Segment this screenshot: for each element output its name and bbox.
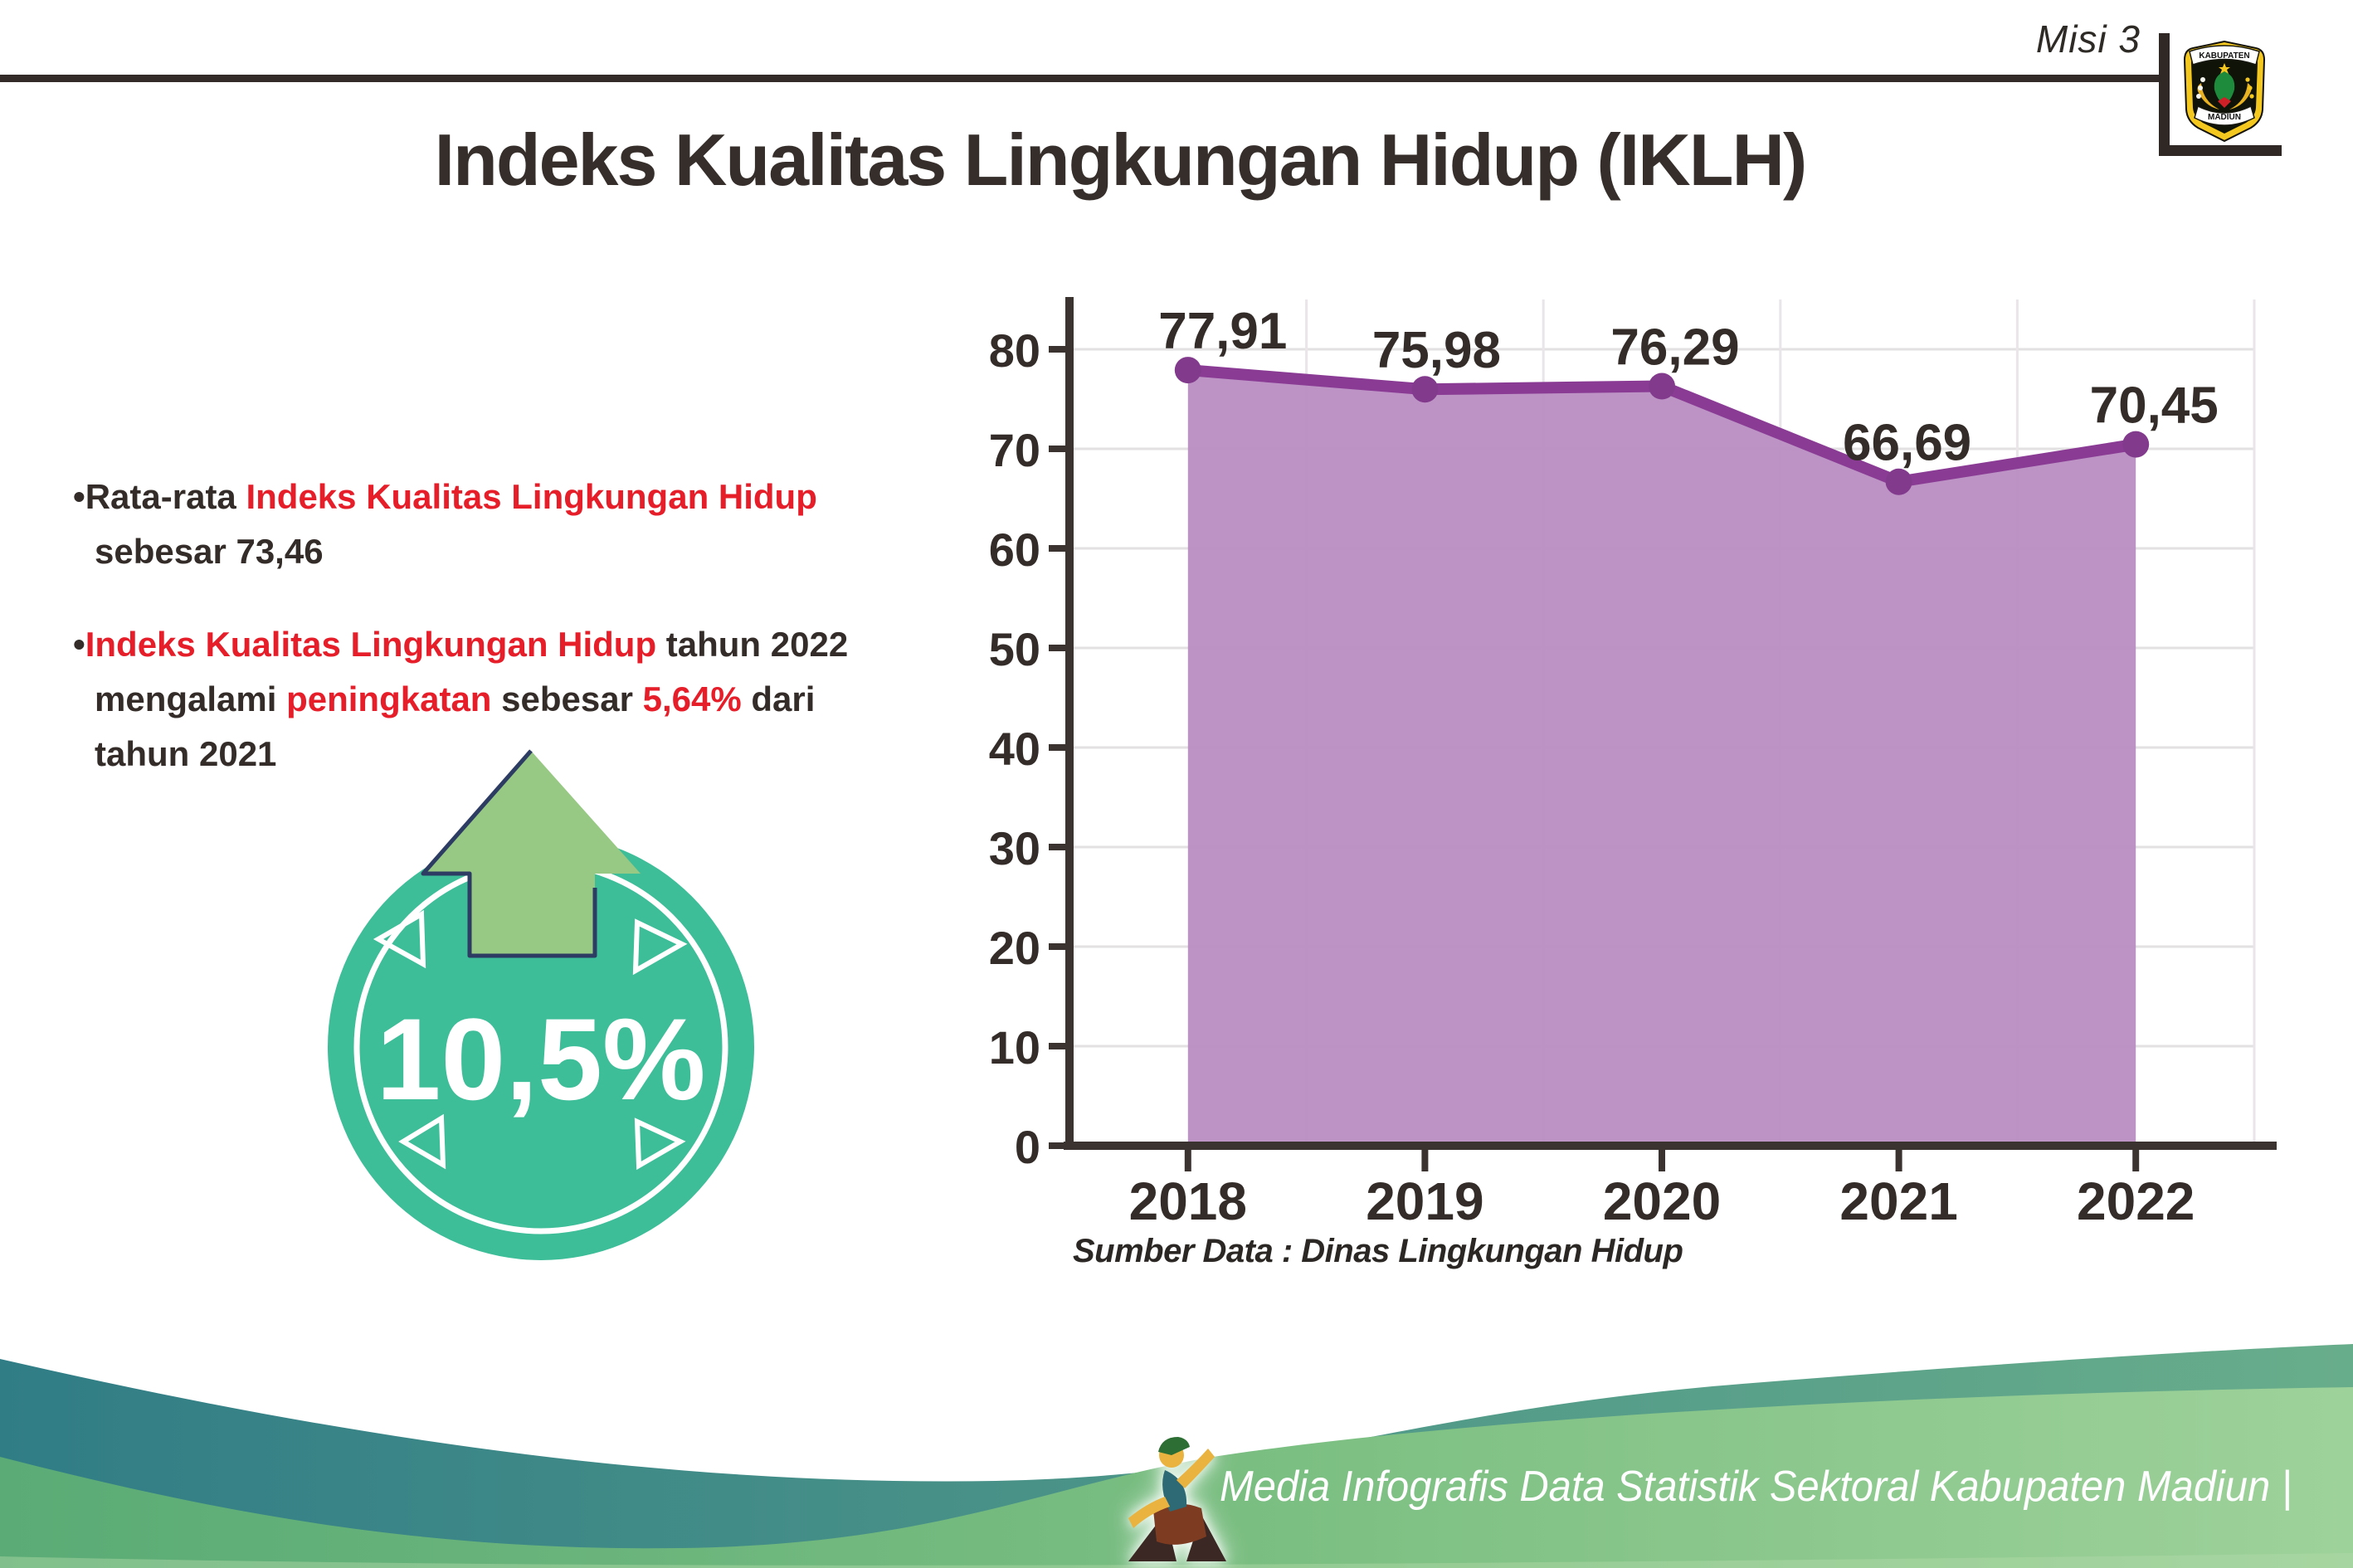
- logo-corner-bracket-horizontal: [2159, 145, 2282, 156]
- data-point-marker: [1411, 376, 1439, 403]
- footer-caption: Media Infografis Data Statistik Sektoral…: [1220, 1463, 2292, 1511]
- up-arrow-icon: [423, 751, 641, 956]
- bullet-text-segment: mengalami: [95, 679, 287, 718]
- logo-cotton-dot: [2200, 77, 2205, 82]
- increase-badge: 10,5%: [328, 749, 754, 1260]
- y-tick: [1049, 1043, 1069, 1049]
- bullet-dot: •: [73, 477, 85, 516]
- logo-cotton-dot: [2196, 94, 2201, 99]
- x-tick: [1184, 1150, 1191, 1171]
- x-tick-label: 2020: [1603, 1171, 1721, 1231]
- bullet-dot: •: [73, 625, 85, 664]
- logo-top-banner: [2189, 45, 2260, 66]
- y-tick: [1049, 346, 1069, 353]
- x-axis: [1064, 1142, 2277, 1150]
- y-tick: [1049, 943, 1069, 950]
- area-fill: [1187, 370, 2136, 1142]
- y-tick-label: 20: [989, 922, 1040, 974]
- logo-corner-bracket-vertical: [2159, 33, 2170, 156]
- logo-rice-dot: [2249, 94, 2254, 99]
- summary-bullets: •Rata-rata Indeks Kualitas Lingkungan Hi…: [73, 470, 1011, 820]
- logo-bottom-banner: [2194, 105, 2255, 126]
- y-tick: [1049, 1142, 1069, 1149]
- page-title: Indeks Kualitas Lingkungan Hidup (IKLH): [434, 119, 1808, 201]
- value-label: 75,98: [1372, 322, 1501, 379]
- bullet-text-segment: Indeks Kualitas Lingkungan Hidup: [246, 477, 817, 516]
- x-tick: [2132, 1150, 2140, 1171]
- bullet-text-segment: tahun 2021: [95, 734, 277, 773]
- bullet-text-segment: sebesar 73,46: [95, 532, 324, 571]
- y-tick: [1049, 446, 1069, 452]
- logo-right-wing: [2229, 83, 2252, 110]
- data-point-marker: [1885, 468, 1912, 495]
- bullet-text-segment: 5,64%: [642, 679, 742, 718]
- y-tick: [1049, 645, 1069, 651]
- source-note: Sumber Data : Dinas Lingkungan Hidup: [1073, 1233, 1683, 1269]
- kabupaten-madiun-logo: KABUPATEN MADIUN: [2183, 40, 2266, 143]
- y-tick: [1049, 744, 1069, 751]
- y-tick: [1049, 545, 1069, 552]
- badge-accent-triangle: [373, 909, 426, 969]
- y-tick-label: 70: [989, 424, 1040, 476]
- x-tick-label: 2022: [2077, 1171, 2195, 1231]
- badge-value: 10,5%: [377, 994, 706, 1124]
- x-tick-label: 2021: [1839, 1171, 1957, 1231]
- logo-rice-dot: [2245, 77, 2250, 82]
- data-point-marker: [1649, 373, 1675, 400]
- misi-label: Misi 3: [2035, 17, 2141, 61]
- bullet-text-segment: peningkatan: [286, 679, 492, 718]
- badge-accent-triangle: [398, 1113, 446, 1170]
- iklh-area-chart: 0 10 20 30 40 50 60 70 80 2018 2019 2020 2021 2022 77,…: [989, 297, 2277, 1231]
- bullet-text-segment: dari: [741, 679, 816, 718]
- logo-red-ribbon: [2218, 97, 2231, 108]
- y-tick-label: 10: [989, 1021, 1040, 1074]
- y-tick-label: 80: [989, 324, 1040, 377]
- header-rule: [0, 75, 2161, 82]
- badge-accent-triangle: [632, 918, 688, 976]
- bullet-text-segment: Rata-rata: [85, 477, 246, 516]
- bullet-text-segment: sebesar: [491, 679, 643, 718]
- logo-star: [2219, 63, 2230, 74]
- up-arrow-outline: [421, 749, 597, 958]
- y-tick-label: 40: [989, 723, 1040, 775]
- y-tick: [1049, 844, 1069, 850]
- logo-tree: [2214, 71, 2235, 105]
- data-point-marker: [2122, 431, 2150, 458]
- logo-top-banner-text: KABUPATEN: [2199, 51, 2249, 61]
- bullet-item: •Rata-rata Indeks Kualitas Lingkungan Hi…: [73, 470, 1011, 579]
- x-tick: [1421, 1150, 1429, 1171]
- logo-bottom-banner-text: MADIUN: [2208, 113, 2241, 122]
- data-point-marker: [1174, 357, 1201, 384]
- bullet-text-segment: tahun 2022: [656, 625, 849, 664]
- y-tick-label: 0: [1015, 1121, 1040, 1173]
- badge-accent-triangle: [634, 1118, 686, 1171]
- logo-rice-dot: [2248, 85, 2253, 90]
- mascot-dancer-icon: [1128, 1437, 1226, 1561]
- y-tick-label: 60: [989, 523, 1040, 576]
- bullet-text-segment: Indeks Kualitas Lingkungan Hidup: [85, 625, 657, 664]
- x-tick-label: 2018: [1129, 1171, 1247, 1231]
- footer-bottom-strip: [0, 1553, 2353, 1568]
- x-tick: [1895, 1150, 1902, 1171]
- x-tick-label: 2019: [1366, 1171, 1483, 1231]
- value-label: 70,45: [2090, 377, 2219, 435]
- logo-cotton-dot: [2198, 85, 2203, 90]
- bullet-item: •Indeks Kualitas Lingkungan Hidup tahun …: [73, 617, 1011, 782]
- y-axis: [1065, 297, 1074, 1150]
- value-label: 66,69: [1843, 415, 1971, 472]
- y-tick-label: 50: [989, 623, 1040, 675]
- value-label: 77,91: [1158, 303, 1287, 360]
- x-tick: [1659, 1150, 1665, 1171]
- badge-circle: [328, 834, 754, 1260]
- y-tick-label: 30: [989, 822, 1040, 874]
- value-label: 76,29: [1610, 319, 1739, 377]
